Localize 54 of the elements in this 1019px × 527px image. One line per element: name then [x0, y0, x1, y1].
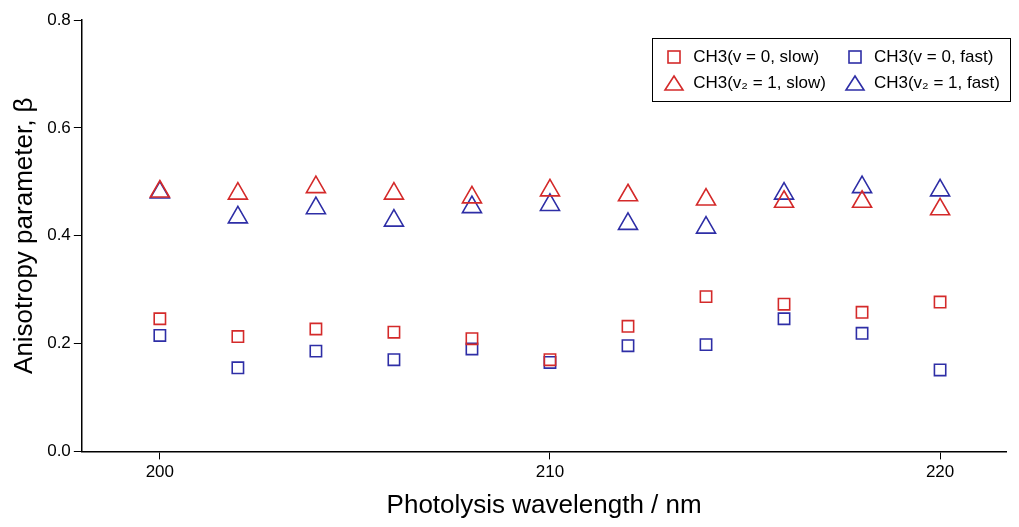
point [699, 338, 713, 352]
point [309, 344, 323, 358]
point [461, 185, 483, 204]
x-tick-label: 210 [535, 462, 565, 482]
legend-label: CH3(v₂ = 1, slow) [693, 73, 826, 93]
y-tick-label: 0.4 [47, 225, 71, 245]
point [387, 353, 401, 367]
point [383, 208, 405, 227]
x-tick-label: 220 [925, 462, 955, 482]
point [539, 193, 561, 212]
point [773, 189, 795, 209]
point [933, 363, 947, 377]
point [851, 189, 873, 209]
legend-label: CH3(v = 0, slow) [693, 47, 820, 67]
point [231, 330, 245, 343]
point [777, 297, 791, 311]
point [695, 215, 717, 234]
point [153, 312, 167, 326]
point [933, 295, 947, 309]
point [929, 178, 951, 197]
point [617, 212, 639, 231]
point [231, 361, 245, 375]
point [621, 319, 635, 333]
point [383, 181, 405, 200]
y-tick-label: 0.2 [47, 333, 71, 353]
point [465, 332, 479, 346]
point [465, 342, 479, 356]
y-tick-label: 0.8 [47, 9, 71, 29]
point [851, 175, 873, 194]
point [699, 290, 713, 304]
y-tick-label: 0.0 [47, 441, 71, 461]
point [309, 322, 323, 336]
point [855, 305, 869, 319]
point [227, 205, 249, 224]
legend-label: CH3(v = 0, fast) [873, 47, 994, 67]
point [539, 178, 561, 197]
point [855, 326, 869, 340]
point [305, 175, 327, 194]
legend-label: CH3(v₂ = 1, fast) [873, 73, 1000, 93]
y-axis-title: Anisotropy parameter, β [7, 97, 38, 374]
point [777, 312, 791, 326]
point [305, 196, 327, 215]
x-tick-label: 200 [145, 462, 175, 482]
point [695, 187, 717, 206]
point [617, 183, 639, 202]
point [621, 339, 635, 353]
point [227, 181, 249, 200]
x-axis-title: Photolysis wavelength / nm [386, 488, 702, 519]
point [461, 195, 483, 214]
y-tick-label: 0.6 [47, 117, 71, 137]
point [929, 197, 951, 216]
point [153, 329, 167, 342]
point [773, 181, 795, 200]
point [387, 325, 401, 339]
